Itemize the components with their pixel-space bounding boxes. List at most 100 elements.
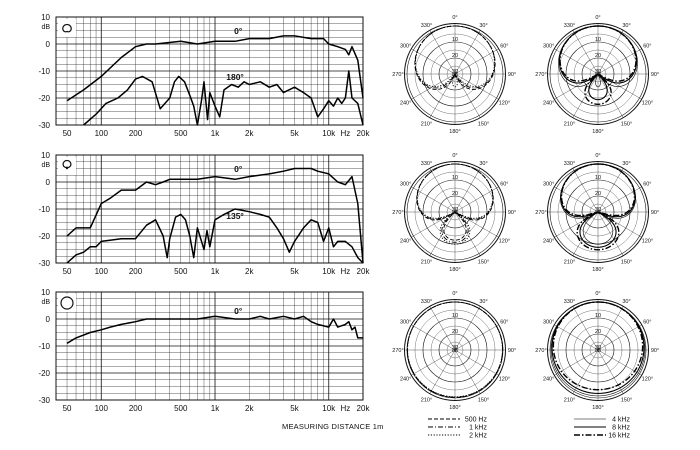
x-tick-label: 100 — [95, 404, 109, 413]
polar-angle-label: 180° — [592, 405, 603, 411]
polar-angle-label: 0° — [595, 291, 600, 297]
polar-spoke — [429, 30, 456, 75]
polar-unit-label: dB — [452, 210, 459, 216]
polar-angle-label: 150° — [478, 122, 489, 128]
polar-curve — [415, 25, 495, 88]
x-tick-label: 1k — [211, 129, 220, 138]
x-tick-label: 50 — [63, 129, 72, 138]
polar-angle-label: 120° — [642, 239, 653, 245]
pattern-icon-box — [58, 157, 76, 175]
polar-plot-cardioid-low: 0° 30° 60° 90° 120° 150° 180° 210° 240° 270° 300° 3… — [392, 15, 516, 135]
x-tick-label: 1k — [211, 404, 220, 413]
polar-spoke — [454, 349, 481, 394]
y-tick-label: 10 — [41, 151, 50, 160]
polar-angle-label: 180° — [449, 405, 460, 411]
polar-angle-label: 30° — [622, 161, 630, 167]
polar-curve — [560, 163, 636, 251]
y-unit-label: dB — [41, 162, 50, 169]
polar-unit-label: dB — [452, 348, 459, 354]
measuring-distance-note: MEASURING DISTANCE 1m — [282, 422, 384, 431]
icon-background — [58, 157, 76, 175]
polar-spoke — [572, 349, 599, 394]
polar-angle-label: 150° — [621, 398, 632, 404]
polar-ring-label: 20 — [452, 53, 458, 59]
polar-angle-label: 90° — [651, 210, 659, 216]
polar-angle-label: 240° — [543, 377, 554, 383]
polar-spoke — [411, 186, 456, 213]
x-tick-label: 20k — [357, 404, 371, 413]
x-tick-label: 500 — [174, 129, 188, 138]
polar-spoke — [411, 48, 456, 75]
polar-angle-label: 60° — [643, 182, 651, 188]
polar-angle-label: 30° — [622, 299, 630, 305]
pattern-icon-box — [58, 294, 76, 312]
polar-angle-label: 0° — [595, 153, 600, 159]
x-tick-label: 500 — [174, 404, 188, 413]
polar-ring-label: 30 — [452, 207, 458, 213]
polar-spoke — [411, 349, 456, 376]
polar-angle-label: 150° — [478, 398, 489, 404]
polar-plot-omni-low: 0° 30° 60° 90° 120° 150° 180° 210° 240° 270° 300° 3… — [392, 291, 516, 411]
x-tick-label: 2k — [245, 267, 254, 276]
polar-spoke — [454, 186, 499, 213]
polar-angle-label: 90° — [508, 210, 516, 216]
series-label: 0° — [234, 306, 243, 316]
polar-angle-label: 210° — [421, 122, 432, 128]
polar-angle-label: 120° — [499, 239, 510, 245]
polar-spoke — [597, 211, 624, 256]
y-unit-label: dB — [41, 24, 50, 31]
polar-angle-label: 300° — [400, 182, 411, 188]
polar-angle-label: 180° — [592, 129, 603, 135]
polar-ring-label: 30 — [452, 345, 458, 351]
polar-spoke — [454, 211, 481, 256]
x-tick-label: 2k — [245, 404, 254, 413]
polar-curve — [416, 163, 494, 245]
polar-angle-label: 330° — [421, 299, 432, 305]
polar-angle-label: 270° — [392, 210, 403, 216]
y-tick-label: 10 — [41, 288, 50, 297]
response-line-135° — [66, 208, 364, 264]
x-tick-label: Hz — [340, 129, 350, 138]
polar-plot-supercardioid-low: 0° 30° 60° 90° 120° 150° 180° 210° 240° 270° 300° 3… — [392, 153, 516, 273]
polar-angle-label: 300° — [543, 182, 554, 188]
polar-angle-label: 150° — [478, 260, 489, 266]
polar-curve — [552, 301, 644, 391]
polar-spoke — [429, 349, 456, 394]
legend-label: 500 Hz — [465, 417, 488, 424]
polar-angle-label: 120° — [642, 101, 653, 107]
legend-label: 2 kHz — [469, 433, 487, 440]
polar-angle-label: 180° — [449, 129, 460, 135]
cardioid-pattern-icon — [62, 23, 72, 33]
polar-ring-label: 30 — [452, 69, 458, 75]
polar-spoke — [454, 324, 499, 351]
polar-angle-label: 30° — [622, 23, 630, 29]
polar-spoke — [429, 73, 456, 118]
x-tick-label: 10k — [322, 404, 336, 413]
polar-spoke — [454, 73, 499, 100]
polar-angle-label: 180° — [592, 267, 603, 273]
polar-spoke — [572, 168, 599, 213]
y-tick-label: 0 — [46, 315, 51, 324]
polar-angle-label: 60° — [500, 44, 508, 50]
icon-background — [58, 19, 76, 37]
x-tick-label: 10k — [322, 267, 336, 276]
polar-angle-label: 330° — [421, 161, 432, 167]
polar-angle-label: 210° — [564, 122, 575, 128]
polar-ring-label: 20 — [452, 329, 458, 335]
legend-label: 8 kHz — [612, 425, 630, 432]
polar-angle-label: 120° — [499, 377, 510, 383]
polar-spoke — [572, 211, 599, 256]
polar-angle-label: 240° — [543, 101, 554, 107]
polar-angle-label: 330° — [421, 23, 432, 29]
x-tick-label: 5k — [290, 404, 299, 413]
polar-angle-label: 240° — [543, 239, 554, 245]
polar-spoke — [454, 48, 499, 75]
legend-label: 16 kHz — [608, 433, 630, 440]
polar-ring-label: 20 — [595, 191, 601, 197]
x-tick-label: 20k — [357, 267, 371, 276]
polar-curve — [416, 163, 494, 243]
polar-spoke — [597, 324, 642, 351]
